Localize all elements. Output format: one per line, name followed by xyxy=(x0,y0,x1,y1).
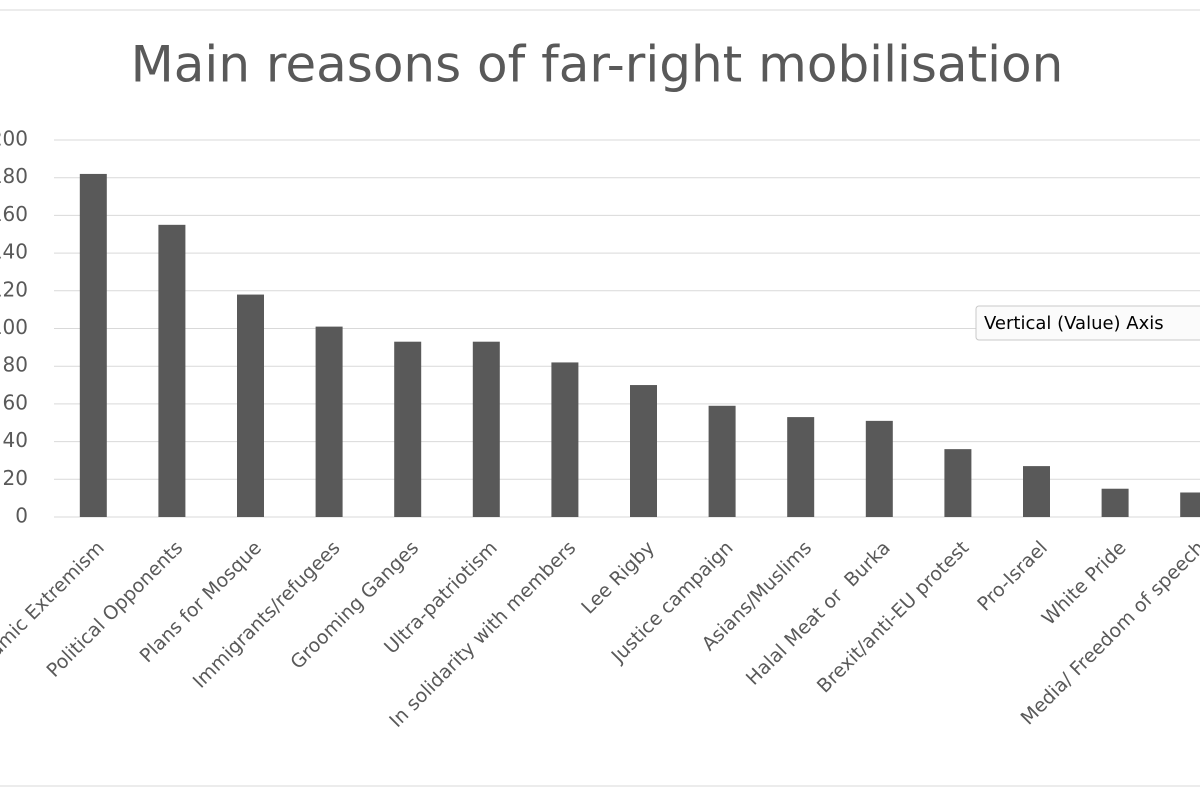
y-tick-label: 40 xyxy=(3,428,28,452)
y-tick-label: 60 xyxy=(3,390,28,414)
bar xyxy=(158,224,186,517)
bar xyxy=(787,417,815,517)
tooltip-text: Vertical (Value) Axis xyxy=(984,313,1164,334)
y-tick-label: 100 xyxy=(0,315,28,339)
x-tick-label: Political Opponents xyxy=(42,537,187,682)
x-tick-label: Immigrants/refugees xyxy=(189,537,345,693)
x-tick-label: Halal Meat or Burka xyxy=(742,537,895,690)
bar xyxy=(944,449,972,517)
y-tick-label: 160 xyxy=(0,202,28,226)
bar xyxy=(79,173,107,517)
bar xyxy=(394,341,422,517)
chart-title: Main reasons of far-right mobilisation xyxy=(131,36,1064,94)
bar xyxy=(315,326,343,517)
tooltip-box xyxy=(975,305,1200,341)
y-tick-label: 20 xyxy=(3,466,28,490)
bar xyxy=(1023,466,1050,517)
y-tick-label: 80 xyxy=(3,353,28,377)
y-tick-label: 0 xyxy=(15,504,28,528)
bar xyxy=(1180,492,1200,517)
bars xyxy=(79,173,1200,517)
bar xyxy=(630,385,657,517)
bar xyxy=(1101,488,1129,517)
bar xyxy=(708,405,736,517)
y-tick-label: 120 xyxy=(0,277,28,301)
y-tick-label: 200 xyxy=(0,127,28,151)
y-tick-label: 180 xyxy=(0,164,28,188)
bar xyxy=(237,294,264,517)
x-tick-label: Pro-Israel xyxy=(973,537,1052,616)
x-tick-label: Grooming Ganges xyxy=(286,537,423,674)
bar xyxy=(551,362,579,517)
bar xyxy=(865,420,893,517)
x-tick-label: Brexit/anti-EU protest xyxy=(813,537,973,697)
x-tick-label: Lee Rigby xyxy=(577,537,659,619)
tooltip: Vertical (Value) Axis xyxy=(975,305,1200,341)
bar xyxy=(472,341,500,517)
y-tick-label: 140 xyxy=(0,240,28,264)
